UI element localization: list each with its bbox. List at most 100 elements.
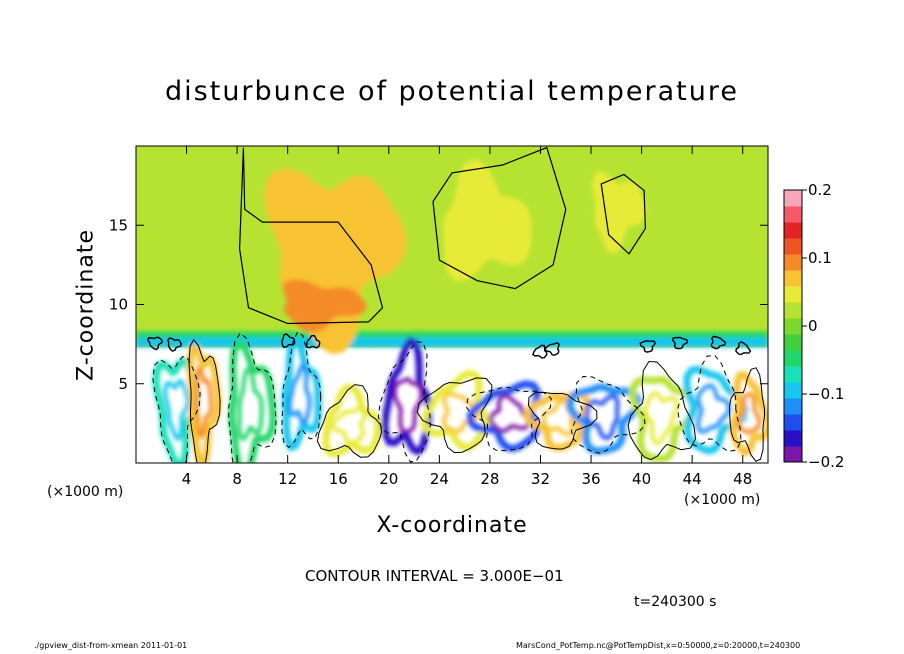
contour-line — [188, 338, 221, 463]
colorbar: 0.2 0.1 0 −0.1 −0.2 — [783, 181, 844, 471]
contour-interval-label: CONTOUR INTERVAL = 3.000E−01 — [305, 567, 564, 585]
convective-cell-inner — [643, 391, 679, 446]
warm-patch-mid — [442, 159, 532, 282]
x-tick-label: 4 — [182, 470, 192, 488]
colorbar-swatch — [784, 318, 802, 335]
colorbar-swatch — [784, 206, 802, 223]
contour-line — [600, 173, 647, 255]
field-features — [136, 159, 768, 463]
colorbar-tick-label: 0 — [808, 317, 818, 335]
contour-line — [465, 386, 552, 452]
inversion-band-top — [136, 331, 768, 338]
y-axis-title: Z-coordinate — [73, 229, 99, 381]
contour-line — [281, 333, 296, 348]
colorbar-tick-label: −0.1 — [808, 385, 844, 403]
footer-file-label: MarsCond_PotTemp.nc@PotTempDist,x=0:5000… — [516, 641, 801, 650]
colorbar-swatch — [784, 222, 802, 239]
contour-line — [152, 356, 201, 463]
convective-cell — [152, 357, 201, 463]
time-label: t=240300 s — [634, 594, 717, 610]
contour-line — [710, 335, 727, 350]
x-tick-label: 16 — [329, 470, 348, 488]
colorbar-swatch — [784, 238, 802, 255]
x-tick-label: 24 — [430, 470, 449, 488]
colorbar-swatch — [784, 286, 802, 303]
x-tick-label: 32 — [531, 470, 550, 488]
colorbar-swatch — [784, 270, 802, 287]
x-tick-label: 40 — [632, 470, 651, 488]
x-unit-label-left: (×1000 m) — [47, 484, 124, 500]
x-tick-label: 36 — [581, 470, 600, 488]
contour-line — [570, 375, 646, 454]
colorbar-swatch — [784, 366, 802, 383]
colorbar-swatch — [784, 254, 802, 271]
contour-lines — [147, 146, 766, 463]
convective-cell — [729, 371, 768, 457]
convective-cell — [683, 365, 749, 455]
convective-cell — [322, 383, 382, 458]
convective-cell-inner — [737, 392, 762, 435]
x-tick-label: 20 — [379, 470, 398, 488]
x-unit-label-right: (×1000 m) — [684, 492, 761, 508]
colorbar-tick-label: 0.1 — [808, 249, 832, 267]
contour-line — [238, 147, 384, 325]
x-tick-label: 44 — [683, 470, 702, 488]
convective-cell-inner — [584, 393, 620, 440]
x-axis: 4 8 12 16 20 24 28 32 36 40 44 48 — [182, 146, 752, 488]
contour-line — [147, 336, 163, 351]
convective-cell-inner — [163, 378, 190, 442]
contour-line — [627, 360, 697, 461]
contour-line — [305, 334, 321, 349]
colorbar-swatch — [784, 398, 802, 415]
convective-cell-inner — [695, 383, 732, 434]
contour-line — [639, 340, 657, 353]
contour-line — [432, 146, 567, 290]
convective-cell — [420, 369, 490, 452]
x-tick-label: 8 — [232, 470, 242, 488]
contour-line — [544, 342, 561, 356]
contour-line — [527, 391, 598, 450]
x-tick-label: 12 — [278, 470, 297, 488]
colorbar-swatch — [784, 382, 802, 399]
colorbar-swatch — [784, 414, 802, 431]
contour-line — [671, 336, 689, 350]
contour-line — [167, 337, 183, 352]
y-tick-label: 15 — [109, 216, 128, 234]
warm-plume-core — [282, 279, 367, 333]
colorbar-swatch — [784, 190, 802, 207]
colorbar-swatch — [784, 334, 802, 351]
contour-line — [677, 355, 742, 452]
contour-line — [281, 331, 322, 449]
convective-cell-inner — [441, 391, 481, 434]
colorbar-swatch — [784, 446, 802, 463]
plot-area — [136, 146, 768, 463]
colorbar-swatch — [784, 302, 802, 319]
contour-line — [416, 377, 493, 454]
convective-cell-inner — [392, 376, 424, 434]
x-tick-label: 28 — [480, 470, 499, 488]
chart-title: disturbunce of potential temperature — [165, 76, 739, 107]
colorbar-swatch — [784, 430, 802, 447]
footer-script-label: ./gpview_dist-from-xmean 2011-01-01 — [34, 641, 188, 650]
convective-cell-inner — [488, 393, 531, 433]
x-axis-title: X-coordinate — [376, 513, 528, 538]
colorbar-tick-label: 0.2 — [808, 181, 832, 199]
convective-cell — [566, 383, 642, 455]
colorbar-tick-label: −0.2 — [808, 453, 844, 471]
convective-cell-inner — [287, 362, 312, 425]
contour-line — [728, 367, 766, 462]
contour-line — [228, 332, 277, 463]
convective-cell-inner — [237, 366, 264, 442]
colorbar-swatch — [784, 350, 802, 367]
convective-cell — [381, 336, 433, 456]
y-tick-label: 10 — [109, 296, 128, 314]
convective-cell-inner — [194, 364, 214, 441]
convective-cell — [629, 376, 698, 463]
contour-line — [532, 344, 548, 359]
convective-cell — [466, 380, 541, 453]
convective-cell-inner — [330, 406, 367, 446]
contour-line — [316, 384, 383, 458]
contour-line — [735, 341, 752, 356]
x-tick-label: 48 — [733, 470, 752, 488]
